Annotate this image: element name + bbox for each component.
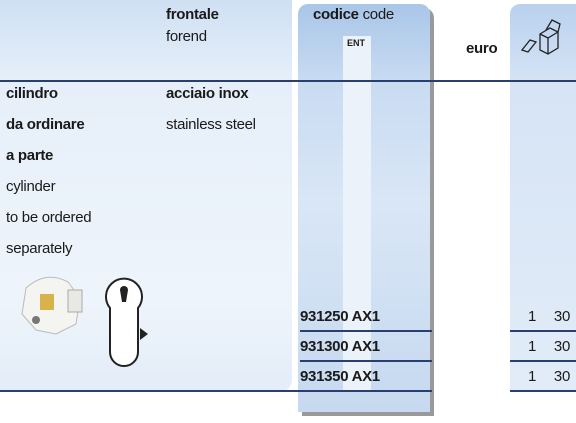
description-line: separately bbox=[6, 240, 73, 257]
material: stainless steel bbox=[166, 116, 256, 133]
header-text: ENT bbox=[347, 38, 365, 48]
pack-size: 30 bbox=[553, 368, 570, 385]
description-line: da ordinare bbox=[6, 116, 85, 133]
pack-size: 30 bbox=[553, 308, 570, 325]
quantity: 1 bbox=[527, 308, 536, 325]
description-line: cilindro bbox=[6, 85, 58, 102]
description-line: cylinder bbox=[6, 178, 56, 195]
rule bbox=[0, 80, 576, 82]
description-line: to be ordered bbox=[6, 209, 92, 226]
header-text: euro bbox=[466, 40, 498, 57]
rule bbox=[300, 330, 432, 332]
product-code: 931350 AX1 bbox=[300, 368, 380, 385]
header-icons bbox=[520, 19, 561, 55]
description-line: a parte bbox=[6, 147, 54, 164]
product-images bbox=[21, 276, 148, 367]
rule bbox=[510, 330, 576, 332]
ent-strip bbox=[343, 36, 371, 392]
header-text: frontale bbox=[166, 6, 219, 23]
header-text: codice bbox=[313, 6, 359, 23]
rule bbox=[300, 360, 432, 362]
rule bbox=[510, 360, 576, 362]
product-code: 931250 AX1 bbox=[300, 308, 380, 325]
pack-size: 30 bbox=[553, 338, 570, 355]
product-code: 931300 AX1 bbox=[300, 338, 380, 355]
rule bbox=[0, 390, 432, 392]
pack-column bbox=[510, 4, 576, 392]
header-text: forend bbox=[166, 28, 207, 45]
rule bbox=[510, 390, 576, 392]
quantity: 1 bbox=[527, 338, 536, 355]
header-text: codice code bbox=[313, 6, 394, 23]
header-text: code bbox=[362, 6, 395, 23]
quantity: 1 bbox=[527, 368, 536, 385]
material: acciaio inox bbox=[166, 85, 249, 102]
